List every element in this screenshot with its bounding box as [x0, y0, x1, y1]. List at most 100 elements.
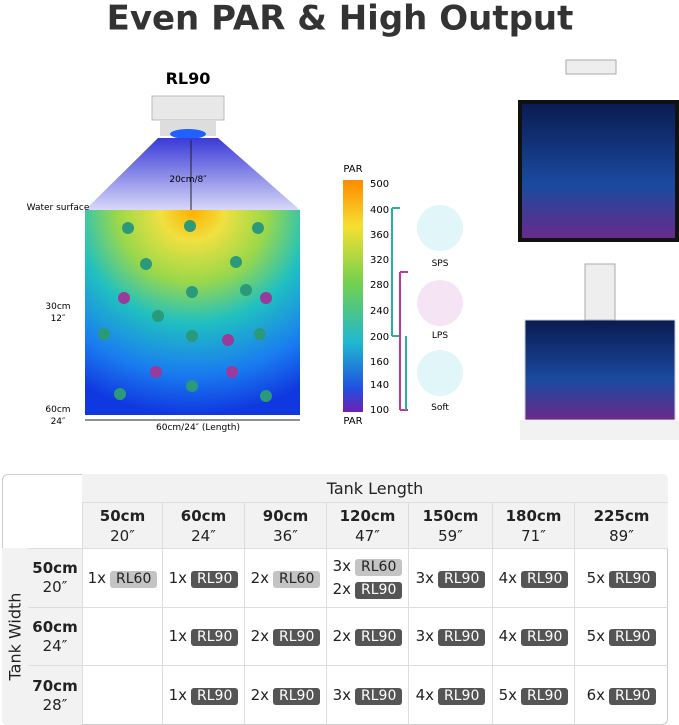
quantity: 5x	[498, 686, 518, 704]
quantity: 4x	[498, 627, 518, 645]
model-badge: RL90	[438, 688, 486, 705]
column-header: 225cm 89″	[574, 502, 668, 548]
table-cell: 2x RL90	[244, 665, 326, 725]
column-header: 50cm 20″	[82, 502, 162, 548]
aquarium-photo	[524, 319, 676, 421]
length-header-cell: Tank Length	[82, 474, 668, 502]
recommendation: 5x RL90	[587, 627, 657, 646]
model-badge: RL60	[110, 570, 158, 588]
quantity: 3x	[332, 557, 352, 575]
model-badge: RL90	[521, 570, 569, 588]
quantity: 2x	[250, 686, 270, 704]
soft-icon	[417, 350, 463, 396]
table-cell: 4x RL90	[492, 548, 574, 607]
quantity: 1x	[168, 627, 188, 645]
table-cell: 4x RL90	[408, 665, 492, 725]
recommendation: 1x RL90	[169, 569, 239, 588]
recommendation: 6x RL90	[587, 686, 657, 705]
aquarium-photo	[518, 100, 679, 242]
table-cell: 3x RL60 2x RL90	[326, 548, 408, 607]
lamp-led	[170, 129, 206, 139]
mid-cm: 30cm	[45, 302, 70, 312]
row-header: 50cm 20″	[28, 548, 82, 607]
row-inch: 20″	[42, 578, 68, 596]
length-label: 60cm/24″ (Length)	[156, 423, 240, 433]
par-tick: 100	[370, 405, 389, 416]
row-cm: 60cm	[32, 617, 78, 636]
model-badge: RL90	[273, 629, 321, 646]
model-badge: RL90	[438, 570, 486, 588]
column-header: 90cm 36″	[244, 502, 326, 548]
light-beam	[85, 138, 300, 210]
row-cm: 50cm	[32, 559, 78, 577]
bottom-cm: 60cm	[45, 405, 70, 415]
column-header: 150cm 59″	[408, 502, 492, 548]
model-badge: RL60	[273, 570, 321, 588]
length-header: Tank Length	[326, 478, 424, 498]
row-inch: 24″	[42, 636, 68, 655]
recommendation: 2x RL90	[333, 580, 403, 599]
coral-label: Soft	[431, 403, 449, 413]
column-inch: 71″	[521, 526, 546, 545]
table-cell: 3x RL90	[326, 665, 408, 725]
header-bg	[82, 474, 668, 548]
recommendation: 5x RL90	[587, 569, 657, 588]
recommendation: 2x RL90	[333, 627, 403, 646]
column-cm: 150cm	[422, 506, 479, 525]
table-cell: 2x RL90	[326, 607, 408, 665]
column-header: 120cm 47″	[326, 502, 408, 548]
column-cm: 225cm	[593, 506, 650, 525]
row-header: 70cm 28″	[28, 665, 82, 725]
side-bg	[2, 548, 82, 725]
recommendation: 5x RL90	[499, 686, 569, 705]
quantity: 4x	[498, 568, 518, 587]
column-inch: 59″	[438, 526, 463, 545]
table-cell: 1x RL90	[162, 548, 244, 607]
coral-label: LPS	[432, 331, 448, 341]
title: Even PAR & High Output	[107, 0, 574, 39]
quantity: 3x	[415, 627, 435, 645]
sps-bracket	[391, 207, 400, 337]
infographic: Even PAR & High Output RL90 20cm/8″ Wate…	[27, 0, 679, 440]
model-badge: RL90	[191, 688, 239, 705]
par-label: PAR	[343, 416, 362, 427]
quantity: 2x	[250, 627, 270, 645]
quantity: 2x	[250, 568, 270, 587]
quantity: 4x	[415, 686, 435, 704]
coral-icons	[98, 220, 272, 402]
recommendation: 2x RL90	[251, 686, 321, 705]
recommendation: 4x RL90	[499, 569, 569, 588]
par-tick: 240	[370, 306, 389, 317]
column-header: 60cm 24″	[162, 502, 244, 548]
table-cell: 5x RL90	[574, 607, 668, 665]
recommendation: 2x RL60	[251, 569, 321, 588]
model-badge: RL90	[438, 629, 486, 646]
table-cell: 3x RL90	[408, 548, 492, 607]
recommendation: 4x RL90	[499, 627, 569, 646]
column-cm: 180cm	[505, 506, 562, 525]
bottom-in: 24″	[51, 417, 66, 427]
photo-lamp	[584, 263, 616, 321]
table-cell: 2x RL90	[244, 607, 326, 665]
par-tick: 280	[370, 280, 389, 291]
depth-label: 20cm/8″	[169, 175, 207, 185]
table-cell: 1x RL60	[82, 548, 162, 607]
quantity: 5x	[586, 627, 606, 645]
par-tick: 140	[370, 380, 389, 391]
recommendation: 1x RL90	[169, 686, 239, 705]
par-tick: 360	[370, 230, 389, 241]
table-cell: 1x RL90	[162, 607, 244, 665]
recommendation: 3x RL90	[416, 569, 486, 588]
column-inch: 89″	[609, 526, 634, 545]
column-cm: 50cm	[99, 506, 146, 525]
table-cell: 1x RL90	[162, 665, 244, 725]
column-inch: 20″	[110, 526, 135, 545]
column-inch: 24″	[191, 526, 216, 545]
model-badge: RL60	[355, 559, 403, 576]
quantity: 5x	[586, 568, 606, 587]
model-badge: RL90	[609, 688, 657, 705]
lamp	[151, 95, 225, 121]
column-inch: 47″	[355, 526, 380, 545]
mid-in: 12″	[51, 314, 66, 324]
